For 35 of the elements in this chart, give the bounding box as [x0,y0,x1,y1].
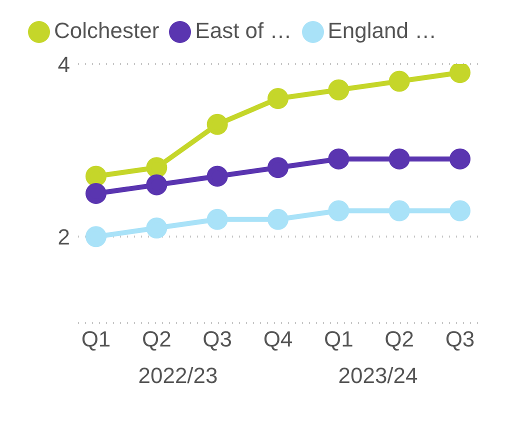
legend-label: Colchester [54,18,160,43]
point [268,157,288,178]
x-tick-label: Q2 [142,326,172,352]
point [388,200,410,222]
x-tick-label: Q1 [81,326,111,352]
text: 2022/23 [138,363,218,389]
point [388,148,410,170]
point [146,157,168,178]
legend-label: England … [328,18,437,43]
text: 2023/24 [338,363,418,389]
point [328,200,350,222]
x-tick-label: Q3 [445,326,475,352]
point [450,64,470,84]
point [86,166,106,187]
legend-label: East of … [195,18,292,43]
point [206,166,228,187]
point [388,70,410,92]
point [206,208,228,230]
point [86,226,106,248]
x-tick-label: Q3 [202,326,232,352]
point [450,148,470,170]
x-tick-label: Q2 [384,326,414,352]
point [206,114,228,135]
y-tick-label: 2 [58,224,70,250]
point [146,218,168,239]
point [268,208,288,230]
x-tick-label: Q4 [263,326,293,352]
x-tick-label: Q1 [324,326,354,352]
point [268,88,288,110]
point [86,183,106,204]
y-tick-label: 4 [58,52,70,77]
point [328,148,350,170]
point [328,79,350,100]
point [450,200,470,222]
point [146,174,168,196]
